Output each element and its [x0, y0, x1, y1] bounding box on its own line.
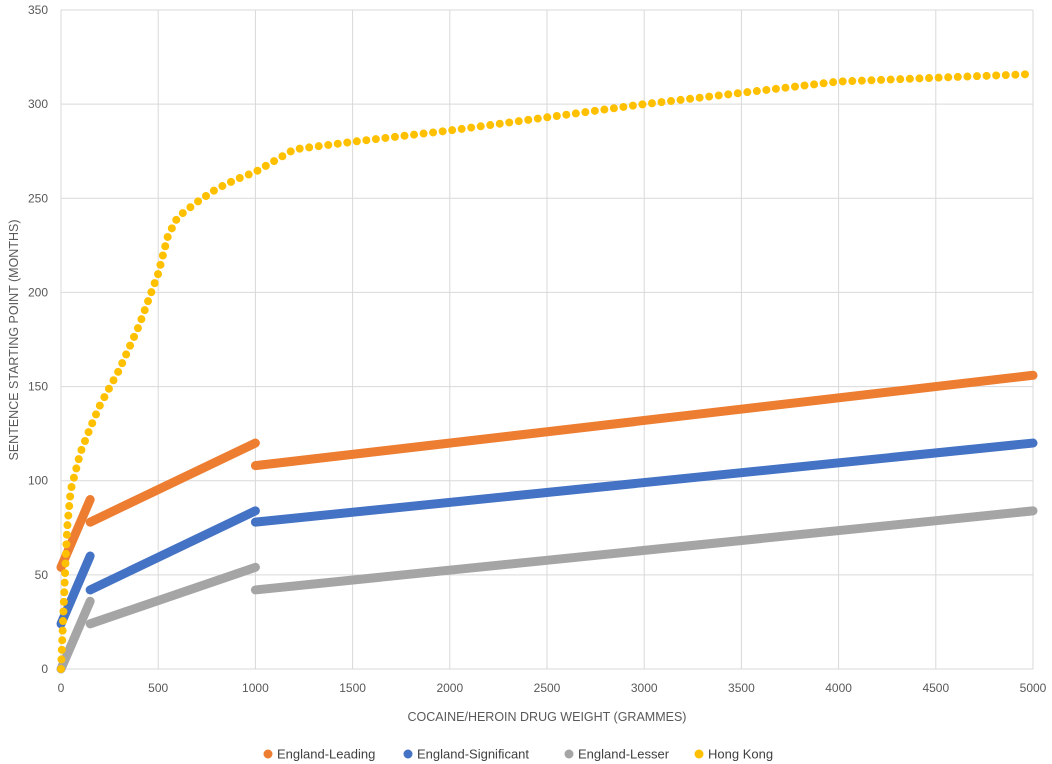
- series-segment: [250, 506, 1038, 595]
- x-tick-label: 5000: [1020, 681, 1047, 695]
- y-tick-label: 0: [41, 662, 48, 676]
- x-tick-label: 1000: [242, 681, 269, 695]
- x-tick-label: 2000: [436, 681, 463, 695]
- legend: England-Leading England-Significant Englan…: [263, 747, 773, 762]
- x-tick-label: 500: [148, 681, 168, 695]
- legend-marker: [564, 749, 574, 759]
- x-tick-label: 1500: [339, 681, 366, 695]
- legend-label: Hong Kong: [708, 747, 773, 762]
- x-tick-label: 4000: [825, 681, 852, 695]
- x-tick-label: 4500: [922, 681, 949, 695]
- legend-label: England-Significant: [417, 747, 529, 762]
- legend-marker: [694, 749, 704, 759]
- x-axis-ticks: 0 500 1000 1500 2000 2500 3000 3500 4000 4500 5000: [58, 681, 1047, 695]
- y-tick-label: 50: [35, 568, 49, 582]
- gridlines: [60, 9, 1034, 670]
- series-hong-kong: [57, 70, 1037, 673]
- legend-label: England-Lesser: [578, 747, 670, 762]
- y-axis-title: SENTENCE STARTING POINT (MONTHS): [7, 220, 21, 461]
- x-tick-label: 3500: [728, 681, 755, 695]
- series-layer: [56, 70, 1038, 674]
- series-segment: [250, 438, 1038, 527]
- series-segment: [85, 438, 260, 527]
- y-tick-label: 250: [28, 191, 48, 205]
- y-tick-label: 200: [28, 285, 48, 299]
- series-england-lesser: [56, 506, 1038, 674]
- y-axis-ticks: 0 50 100 150 200 250 300 350: [28, 3, 48, 676]
- legend-marker: [263, 749, 273, 759]
- series-segment: [250, 370, 1038, 471]
- series-line: [57, 70, 1037, 673]
- x-tick-label: 3000: [631, 681, 658, 695]
- x-tick-label: 2500: [534, 681, 561, 695]
- x-axis-title: COCAINE/HEROIN DRUG WEIGHT (GRAMMES): [408, 710, 687, 724]
- y-tick-label: 350: [28, 3, 48, 17]
- x-tick-label: 0: [58, 681, 65, 695]
- series-segment: [85, 562, 260, 629]
- series-segment: [85, 506, 260, 595]
- legend-label: England-Leading: [277, 747, 375, 762]
- y-tick-label: 100: [28, 474, 48, 488]
- y-tick-label: 150: [28, 380, 48, 394]
- series-segment: [56, 596, 95, 674]
- legend-marker: [403, 749, 413, 759]
- y-tick-label: 300: [28, 97, 48, 111]
